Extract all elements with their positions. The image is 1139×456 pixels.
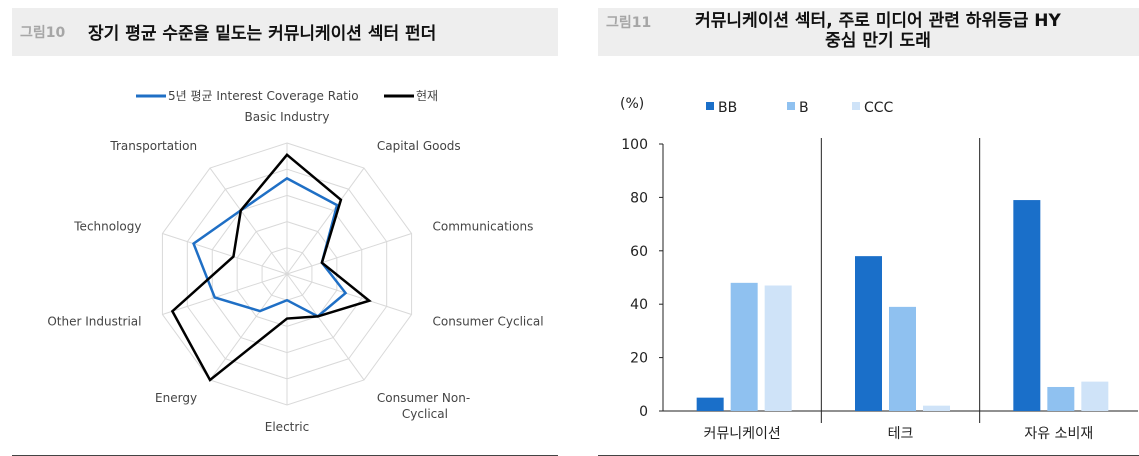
y-tick-label: 40 [630,297,648,313]
axis-label: Basic Industry [245,110,330,124]
x-tick-label: 자유 소비재 [1024,426,1093,442]
legend-label: B [799,100,809,116]
y-tick-label: 80 [630,190,648,206]
figure-number: 그림11 [606,15,652,31]
bar-b-1 [730,282,758,411]
legend-label: 5년 평균 Interest Coverage Ratio [168,89,359,103]
axis-label: Capital Goods [377,139,461,153]
bar-b-3 [1047,386,1075,411]
legend-swatch-bb [706,102,714,110]
figure-title: 장기 평균 수준을 밑도는 커뮤니케이션 섹터 펀더 [88,24,437,44]
axis-label: Communications [433,220,534,234]
bar-ccc-2 [923,405,950,411]
bar-b-2 [889,306,916,411]
y-tick-label: 0 [639,404,648,420]
legend-swatch-ccc [852,102,860,110]
axis-label: Technology [73,220,141,234]
bar-bb-3 [1013,200,1041,411]
radar-series-1 [192,176,348,318]
axis-label: Transportation [109,139,197,153]
y-unit-label: (%) [620,96,644,112]
axis-label: Other Industrial [47,314,141,328]
figure-header: 그림11 커뮤니케이션 섹터, 주로 미디어 관련 하위등급 HY 중심 만기 … [598,8,1139,56]
axis-label: Consumer Cyclical [433,314,544,328]
axis-label: Electric [265,420,309,434]
grid-spoke [286,273,412,315]
y-tick-label: 100 [621,137,648,153]
y-tick-label: 20 [630,351,648,367]
axis-label: Consumer Non- [377,391,470,405]
bar-ccc-1 [764,285,792,411]
bar-bb-1 [696,397,724,411]
y-tick-label: 60 [630,244,648,260]
x-tick-label: 커뮤니케이션 [704,426,781,442]
axis-label: Energy [155,391,197,405]
radar-figure: 그림10 장기 평균 수준을 밑도는 커뮤니케이션 섹터 펀더 Basic In… [12,8,558,456]
grid-spoke [286,273,365,381]
legend-label: 현재 [416,89,438,103]
grid-spoke [162,233,288,275]
bar-figure: 그림11 커뮤니케이션 섹터, 주로 미디어 관련 하위등급 HY 중심 만기 … [598,8,1139,456]
x-tick-label: 테크 [888,426,914,442]
bar-bb-2 [855,256,882,411]
bar-ccc-3 [1081,381,1109,411]
legend-label: CCC [864,100,894,116]
axis-label: Cyclical [402,407,448,421]
legend-label: BB [718,100,737,116]
figure-title-line-2: 중심 만기 도래 [825,31,931,51]
grid-spoke [209,273,288,381]
figure-title: 커뮤니케이션 섹터, 주로 미디어 관련 하위등급 HY 중심 만기 도래 [668,11,1088,51]
figure-number: 그림10 [20,25,66,41]
legend-swatch-b [787,102,795,110]
figure-header: 그림10 장기 평균 수준을 밑도는 커뮤니케이션 섹터 펀더 [12,8,558,56]
grid-spoke [286,167,365,275]
grid-spoke [209,167,288,275]
radar-series-2 [170,153,372,382]
radar-chart: Basic Industry Capital Goods Communication… [47,89,544,434]
grid-spoke [286,233,412,275]
figure-title-line-1: 커뮤니케이션 섹터, 주로 미디어 관련 하위등급 HY [695,11,1061,31]
grid-spoke [162,273,288,315]
